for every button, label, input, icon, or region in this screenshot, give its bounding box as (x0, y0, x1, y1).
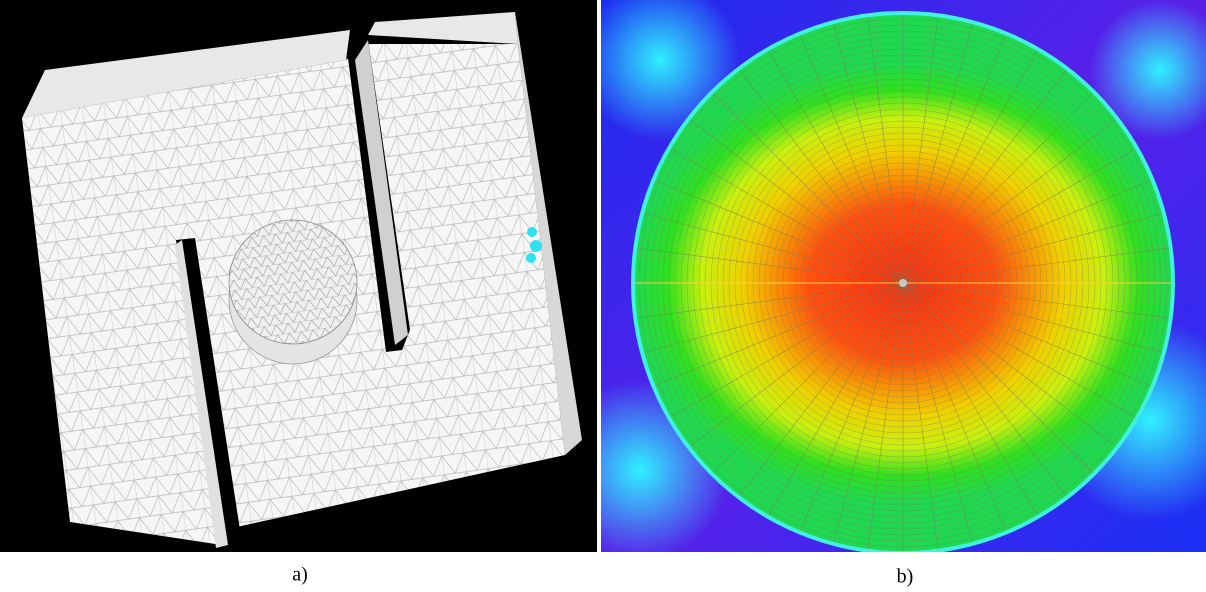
figure: a) b) (0, 0, 1206, 592)
panel-a-image (0, 0, 597, 552)
panel-b-image (550, 0, 1206, 563)
caption: a) (292, 564, 308, 586)
caption: b) (897, 566, 914, 588)
